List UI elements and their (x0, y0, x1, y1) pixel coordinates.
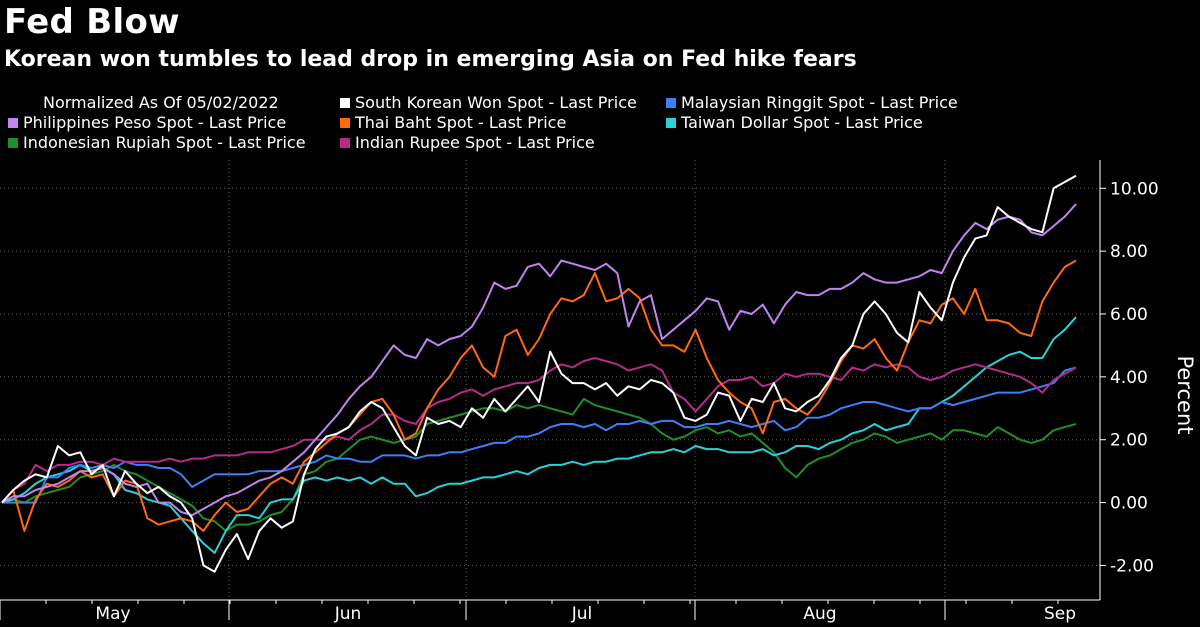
y-tick-label: -2.00 (1110, 556, 1154, 576)
y-tick-label: 6.00 (1110, 305, 1148, 325)
legend-label: Indonesian Rupiah Spot - Last Price (23, 133, 306, 152)
legend-item-thai-baht: Thai Baht Spot - Last Price (340, 113, 566, 132)
legend-swatch (8, 118, 18, 128)
series-line (1, 397, 1077, 532)
x-tick-label: Jul (571, 604, 593, 624)
series-line (1, 357, 1077, 504)
legend-label: Thai Baht Spot - Last Price (355, 113, 567, 132)
x-tick-label: Sep (1044, 604, 1076, 624)
legend-item-south-korean-won: South Korean Won Spot - Last Price (340, 93, 637, 112)
legend-swatch (340, 118, 350, 128)
legend-label: Taiwan Dollar Spot - Last Price (681, 113, 923, 132)
legend-swatch (8, 138, 18, 148)
legend-label: Indian Rupee Spot - Last Price (355, 133, 595, 152)
legend-swatch (666, 118, 676, 128)
legend-note: Normalized As Of 05/02/2022 (43, 93, 279, 112)
legend-item-philippines-peso: Philippines Peso Spot - Last Price (8, 113, 286, 132)
legend-item-malaysian-ringgit: Malaysian Ringgit Spot - Last Price (666, 93, 958, 112)
legend-item-indian-rupee: Indian Rupee Spot - Last Price (340, 133, 595, 152)
legend-swatch (340, 138, 350, 148)
y-tick-label: 8.00 (1110, 242, 1148, 262)
series-line (1, 174, 1077, 573)
y-tick-label: 2.00 (1110, 431, 1148, 451)
legend-label: Philippines Peso Spot - Last Price (23, 113, 287, 132)
chart-subtitle: Korean won tumbles to lead drop in emerg… (4, 47, 857, 72)
chart-title: Fed Blow (4, 2, 180, 42)
series-line (1, 203, 1077, 517)
series-line (2, 366, 1077, 504)
legend-item-taiwan-dollar: Taiwan Dollar Spot - Last Price (666, 113, 923, 132)
x-tick-label: Jun (334, 604, 362, 624)
y-axis-label: Percent (1173, 355, 1197, 434)
legend-swatch (666, 98, 676, 108)
series-line (1, 316, 1077, 554)
x-tick-label: May (95, 604, 130, 624)
y-tick-label: 10.00 (1110, 179, 1159, 199)
x-tick-label: Aug (803, 604, 836, 624)
legend-item-indonesian-rupiah: Indonesian Rupiah Spot - Last Price (8, 133, 306, 152)
series-line (1, 259, 1077, 532)
y-tick-label: 4.00 (1110, 368, 1148, 388)
legend-label: Malaysian Ringgit Spot - Last Price (681, 93, 958, 112)
y-tick-label: 0.00 (1110, 494, 1148, 514)
legend-swatch (340, 98, 350, 108)
legend-label: South Korean Won Spot - Last Price (355, 93, 637, 112)
